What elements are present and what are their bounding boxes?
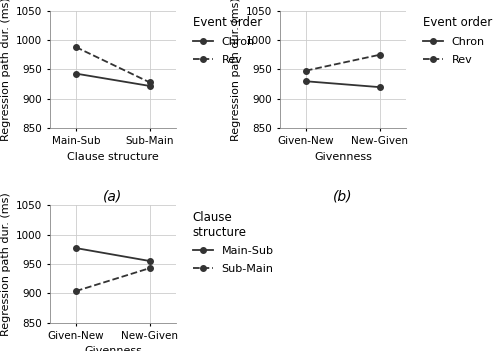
Y-axis label: Regression path dur. (ms): Regression path dur. (ms) bbox=[230, 0, 240, 141]
X-axis label: Givenness: Givenness bbox=[314, 152, 372, 161]
Legend: Main-Sub, Sub-Main: Main-Sub, Sub-Main bbox=[192, 211, 274, 274]
Y-axis label: Regression path dur. (ms): Regression path dur. (ms) bbox=[0, 192, 10, 336]
X-axis label: Givenness: Givenness bbox=[84, 346, 142, 351]
Legend: Chron, Rev: Chron, Rev bbox=[192, 16, 262, 65]
X-axis label: Clause structure: Clause structure bbox=[67, 152, 158, 161]
Legend: Chron, Rev: Chron, Rev bbox=[422, 16, 492, 65]
Text: (a): (a) bbox=[103, 190, 122, 204]
Text: (b): (b) bbox=[333, 190, 352, 204]
Y-axis label: Regression path dur. (ms): Regression path dur. (ms) bbox=[0, 0, 10, 141]
